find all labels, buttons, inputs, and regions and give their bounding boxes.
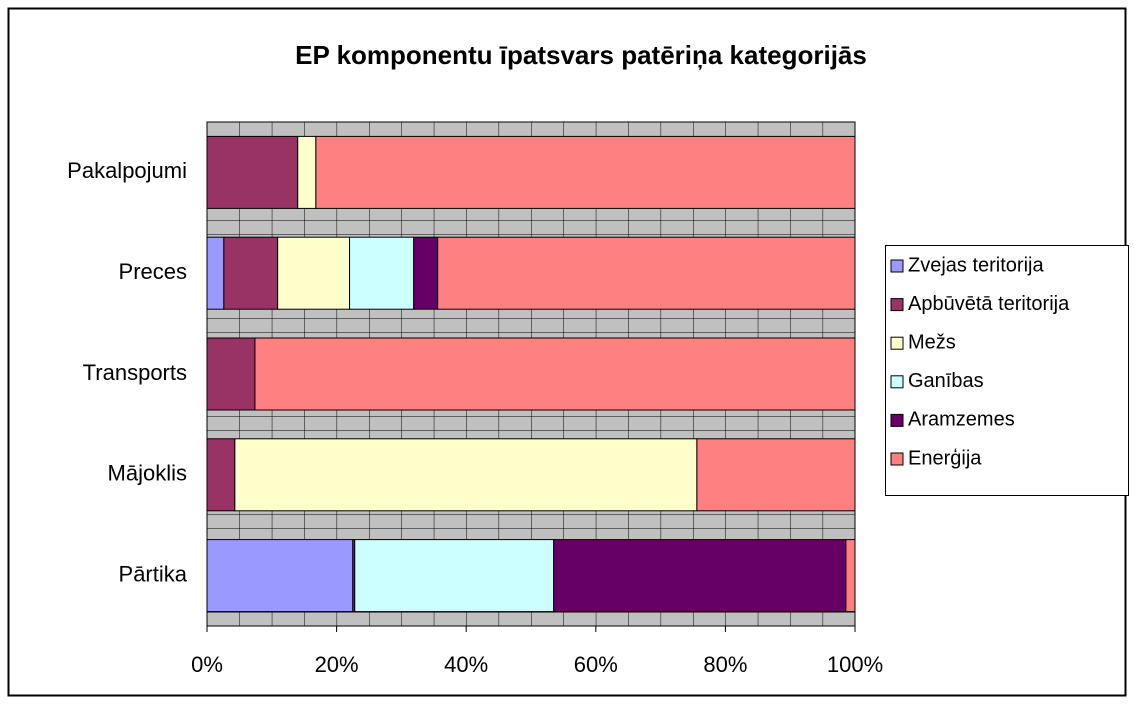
bar-segment [206,539,354,613]
x-tick-label: 40% [444,652,488,677]
bar-segment [413,236,439,310]
legend-swatch [890,452,904,466]
legend-label: Mežs [908,331,956,353]
bar-segment [234,438,698,512]
y-tick-label: Mājoklis [108,461,187,486]
chart-title: EP komponentu īpatsvars patēriņa kategor… [295,40,867,70]
bar-segment [315,135,856,209]
legend-label: Aramzemes [908,409,1015,431]
bar-segment [277,236,351,310]
bar-segment [354,539,555,613]
y-tick-label: Transports [83,360,187,385]
bar-segment [206,438,236,512]
legend-label: Zvejas teritorija [908,254,1044,276]
bar-segment [206,337,256,411]
x-tick-label: 20% [315,652,359,677]
bar-segment [437,236,856,310]
x-tick-label: 60% [574,652,618,677]
bar-segment [206,135,299,209]
legend-swatch [890,298,904,312]
legend-swatch [890,375,904,389]
y-tick-label: Pārtika [119,561,188,586]
legend-label: Enerģija [908,447,982,469]
legend [885,245,1129,496]
y-tick-label: Pakalpojumi [67,158,187,183]
bar-segment [845,539,856,613]
legend-swatch [890,413,904,427]
bar-segment [223,236,279,310]
legend-swatch [890,336,904,350]
bar-segment [553,539,847,613]
bar-segment [349,236,415,310]
bar-segment [297,135,317,209]
x-tick-label: 80% [703,652,747,677]
x-tick-label: 0% [191,652,223,677]
bar-segment [254,337,856,411]
legend-label: Apbūvētā teritorija [908,293,1070,315]
legend-swatch [890,259,904,273]
bar-segment [206,236,225,310]
x-tick-label: 100% [827,652,883,677]
bar-segment [696,438,856,512]
y-tick-label: Preces [119,259,187,284]
legend-label: Ganības [908,370,984,392]
